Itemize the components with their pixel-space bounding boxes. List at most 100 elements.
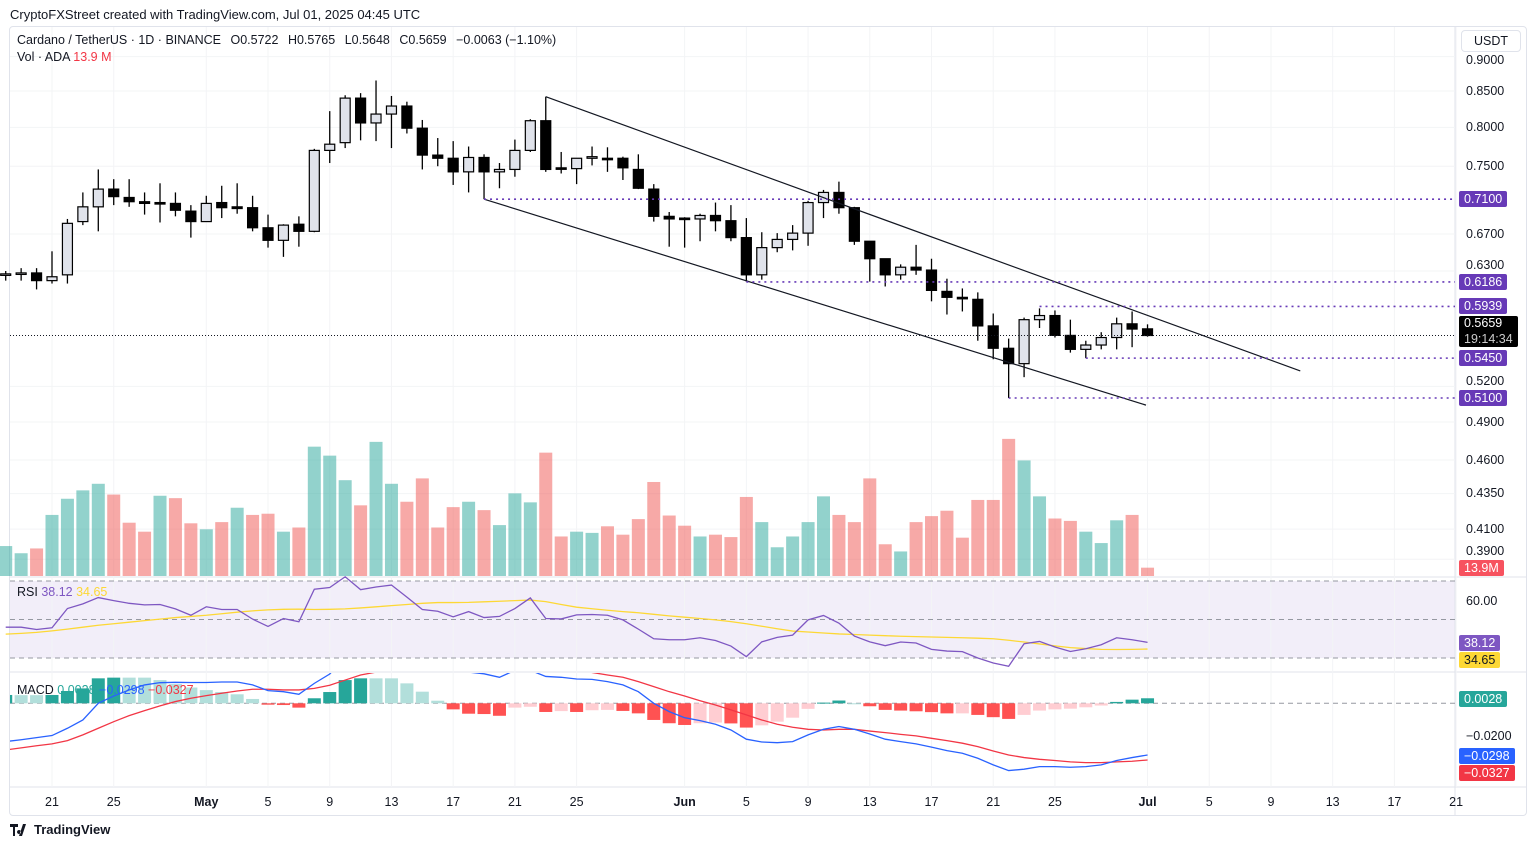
macd-histogram-bar xyxy=(492,703,506,716)
macd-histogram-bar xyxy=(1017,703,1031,715)
time-axis-label: Jun xyxy=(673,795,696,809)
macd-histogram-bar xyxy=(662,703,676,724)
macd-histogram-bar xyxy=(1002,703,1016,719)
macd-histogram-bar xyxy=(986,703,1000,718)
candle-body xyxy=(956,296,968,300)
macd-histogram-bar xyxy=(1110,701,1124,704)
volume-bar xyxy=(940,510,954,576)
candle-body xyxy=(925,269,938,291)
volume-bar xyxy=(400,501,414,576)
candle-body xyxy=(1095,336,1107,346)
macd-histogram-bar xyxy=(400,683,414,704)
volume-bar xyxy=(539,452,553,576)
volume-bar xyxy=(184,523,198,576)
symbol-title[interactable]: Cardano / TetherUS · 1D · BINANCE xyxy=(17,33,222,47)
candle-body xyxy=(694,214,706,220)
macd-histogram-bar xyxy=(817,702,830,704)
candle-body xyxy=(169,202,182,211)
time-axis-label: 25 xyxy=(569,795,584,809)
tradingview-logo[interactable]: TradingView xyxy=(10,822,110,837)
macd-histogram-bar xyxy=(508,703,522,708)
candle-body xyxy=(555,167,567,170)
candle-body xyxy=(648,188,660,217)
macd-histogram-bar xyxy=(1048,703,1062,710)
volume-bar xyxy=(724,537,738,576)
volume-bar xyxy=(801,522,815,576)
volume-bar xyxy=(91,483,105,576)
price-axis-label: 0.8000 xyxy=(1466,119,1505,134)
candle-body xyxy=(478,156,490,173)
candle-body xyxy=(941,290,953,298)
candle-body xyxy=(1126,323,1138,330)
volume-bar xyxy=(1079,531,1093,576)
macd-histogram-bar xyxy=(30,695,44,704)
volume-bar xyxy=(462,501,476,576)
rsi-pane xyxy=(5,575,1455,668)
macd-histogram-bar xyxy=(1141,698,1155,704)
macd-histogram-bar xyxy=(76,688,90,704)
candle-body xyxy=(447,157,459,173)
candle-body xyxy=(725,220,737,239)
candle-body xyxy=(771,238,783,249)
open-value: O0.5722 xyxy=(230,33,279,47)
high-value: H0.5765 xyxy=(287,33,336,47)
volume-bar xyxy=(138,531,152,576)
candle-body xyxy=(246,207,259,229)
volume-bar xyxy=(384,483,398,576)
time-axis-label: 9 xyxy=(804,795,812,809)
price-axis-label: 0.5200 xyxy=(1466,373,1505,388)
macd-histogram-bar xyxy=(878,703,892,710)
volume-label[interactable]: Vol · ADA xyxy=(17,50,70,64)
rsi-ma-value: 34.65 xyxy=(76,585,108,599)
time-axis-label: 21 xyxy=(507,795,522,809)
candle-body xyxy=(185,210,197,223)
volume-bar xyxy=(107,494,121,576)
volume-bar xyxy=(122,522,136,576)
macd-histogram-bar xyxy=(1125,699,1139,704)
candle-body xyxy=(231,206,243,210)
volume-bar xyxy=(755,522,769,576)
currency-button[interactable]: USDT xyxy=(1461,30,1521,52)
macd-histogram-bar xyxy=(323,692,337,704)
rsi-legend: RSI 38.12 34.65 xyxy=(17,585,107,599)
volume-value: 13.9 M xyxy=(73,50,112,64)
macd-histogram-bar xyxy=(678,703,692,725)
macd-histogram-bar xyxy=(91,678,105,704)
candle-body xyxy=(200,202,212,223)
macd-histogram-bar xyxy=(1094,703,1108,706)
price-axis-label: 0.9000 xyxy=(1466,53,1505,68)
macd-label[interactable]: MACD xyxy=(17,683,54,697)
time-axis-label: 25 xyxy=(1047,795,1062,809)
macd-line-value: −0.0298 xyxy=(99,683,145,697)
channel-upper-line xyxy=(545,96,1301,372)
volume-bar xyxy=(554,536,568,576)
price-axis-label: 0.6700 xyxy=(1466,226,1505,241)
rsi-label[interactable]: RSI xyxy=(17,585,38,599)
macd-histogram-bar xyxy=(554,703,568,712)
macd-histogram-bar xyxy=(415,691,429,704)
candle-body xyxy=(154,201,166,205)
macd-plot xyxy=(10,673,1455,772)
candle-body xyxy=(787,232,799,241)
level-price-badge: 0.7100 xyxy=(1459,191,1508,208)
rsi-value: 38.12 xyxy=(41,585,73,599)
level-price-badge: 0.5939 xyxy=(1459,298,1508,315)
time-axis-label: 17 xyxy=(446,795,461,809)
level-price-badge: 0.5450 xyxy=(1459,350,1508,367)
candle-body xyxy=(293,223,305,232)
candle-body xyxy=(77,206,89,223)
candle-body xyxy=(848,207,860,242)
candle-body xyxy=(46,276,58,282)
macd-histogram-bar xyxy=(276,703,290,706)
time-axis-label: 25 xyxy=(106,795,121,809)
volume-bar xyxy=(0,546,13,576)
price-axis-label: 0.8500 xyxy=(1466,83,1505,98)
candle-body xyxy=(324,143,336,152)
macd-histogram-bar xyxy=(847,703,861,705)
volume-bar xyxy=(925,516,939,576)
macd-histogram-bar xyxy=(477,703,491,715)
macd-histogram-bar xyxy=(955,703,969,714)
macd-histogram-bar xyxy=(215,692,229,704)
change-value: −0.0063 (−1.10%) xyxy=(456,33,557,47)
